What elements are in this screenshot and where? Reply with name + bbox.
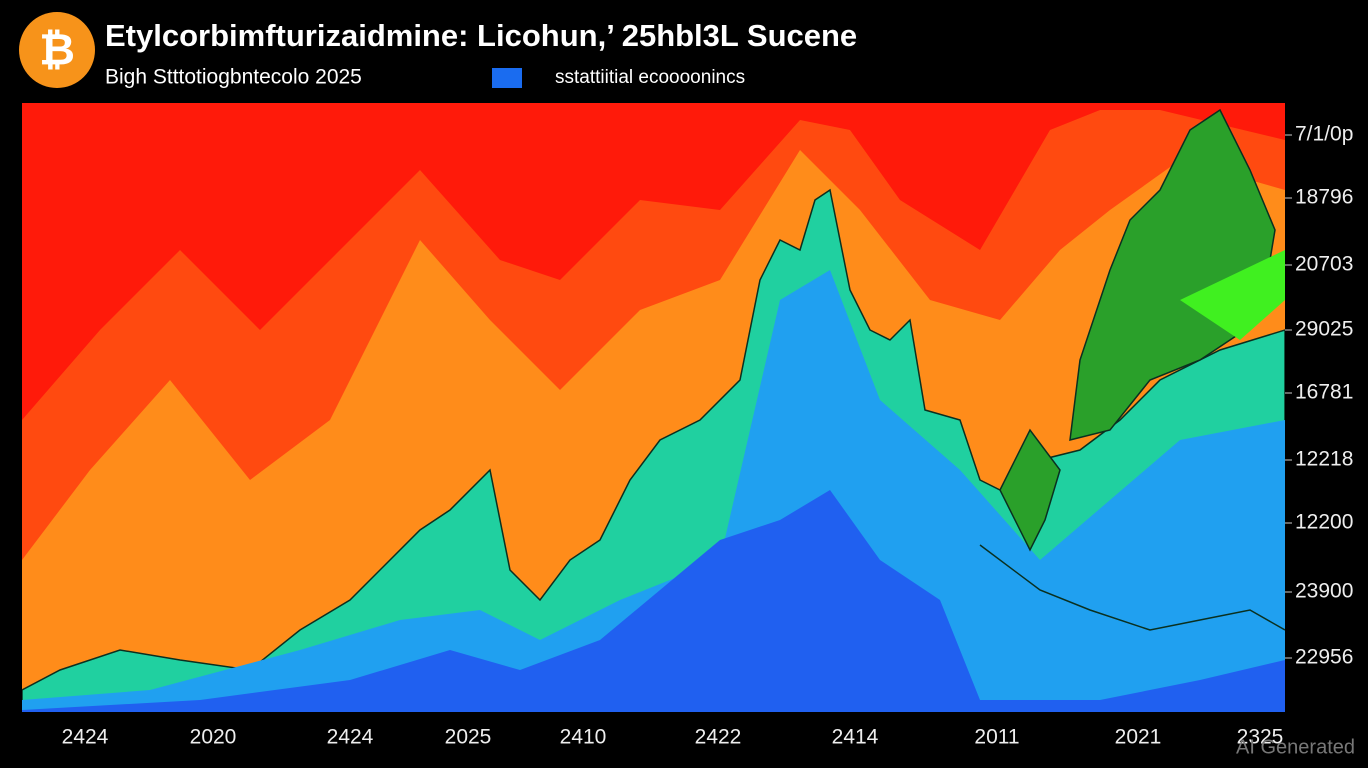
- watermark: AI Generated: [1236, 736, 1355, 758]
- bitcoin-logo: ₿: [19, 12, 95, 88]
- y-axis-label: 29025: [1295, 318, 1353, 341]
- y-axis-label: 16781: [1295, 381, 1353, 404]
- y-axis-label: 12218: [1295, 448, 1353, 471]
- plot-area: [22, 103, 1285, 712]
- x-axis-label: 2424: [327, 726, 374, 749]
- x-axis-label: 2410: [560, 726, 607, 749]
- y-axis-label: 18796: [1295, 186, 1353, 209]
- svg-text:₿: ₿: [39, 26, 75, 75]
- x-axis-label: 2011: [974, 726, 1019, 749]
- x-axis-label: 2021: [1115, 726, 1162, 749]
- x-axis-label: 2020: [190, 726, 237, 749]
- y-axis-label: 12200: [1295, 511, 1353, 534]
- x-axis-label: 2414: [832, 726, 879, 749]
- y-axis-label: 7/1/0p: [1295, 123, 1353, 146]
- title: Etylcorbimfturizaidmine: Licohun,’ 25hbl…: [105, 18, 857, 53]
- x-axis-label: 2422: [695, 726, 742, 749]
- y-axis-label: 20703: [1295, 253, 1353, 276]
- legend-swatch: [492, 68, 522, 88]
- x-axis-label: 2424: [62, 726, 109, 749]
- x-axis-label: 2325: [1237, 726, 1284, 749]
- x-axis-label: 2025: [445, 726, 492, 749]
- y-axis-label: 22956: [1295, 646, 1353, 669]
- subtitle: Bigh Stttotiogbntecolo 2025: [105, 66, 362, 89]
- y-axis-label: 23900: [1295, 580, 1353, 603]
- legend-label: sstattiitial ecoooonincs: [555, 67, 745, 88]
